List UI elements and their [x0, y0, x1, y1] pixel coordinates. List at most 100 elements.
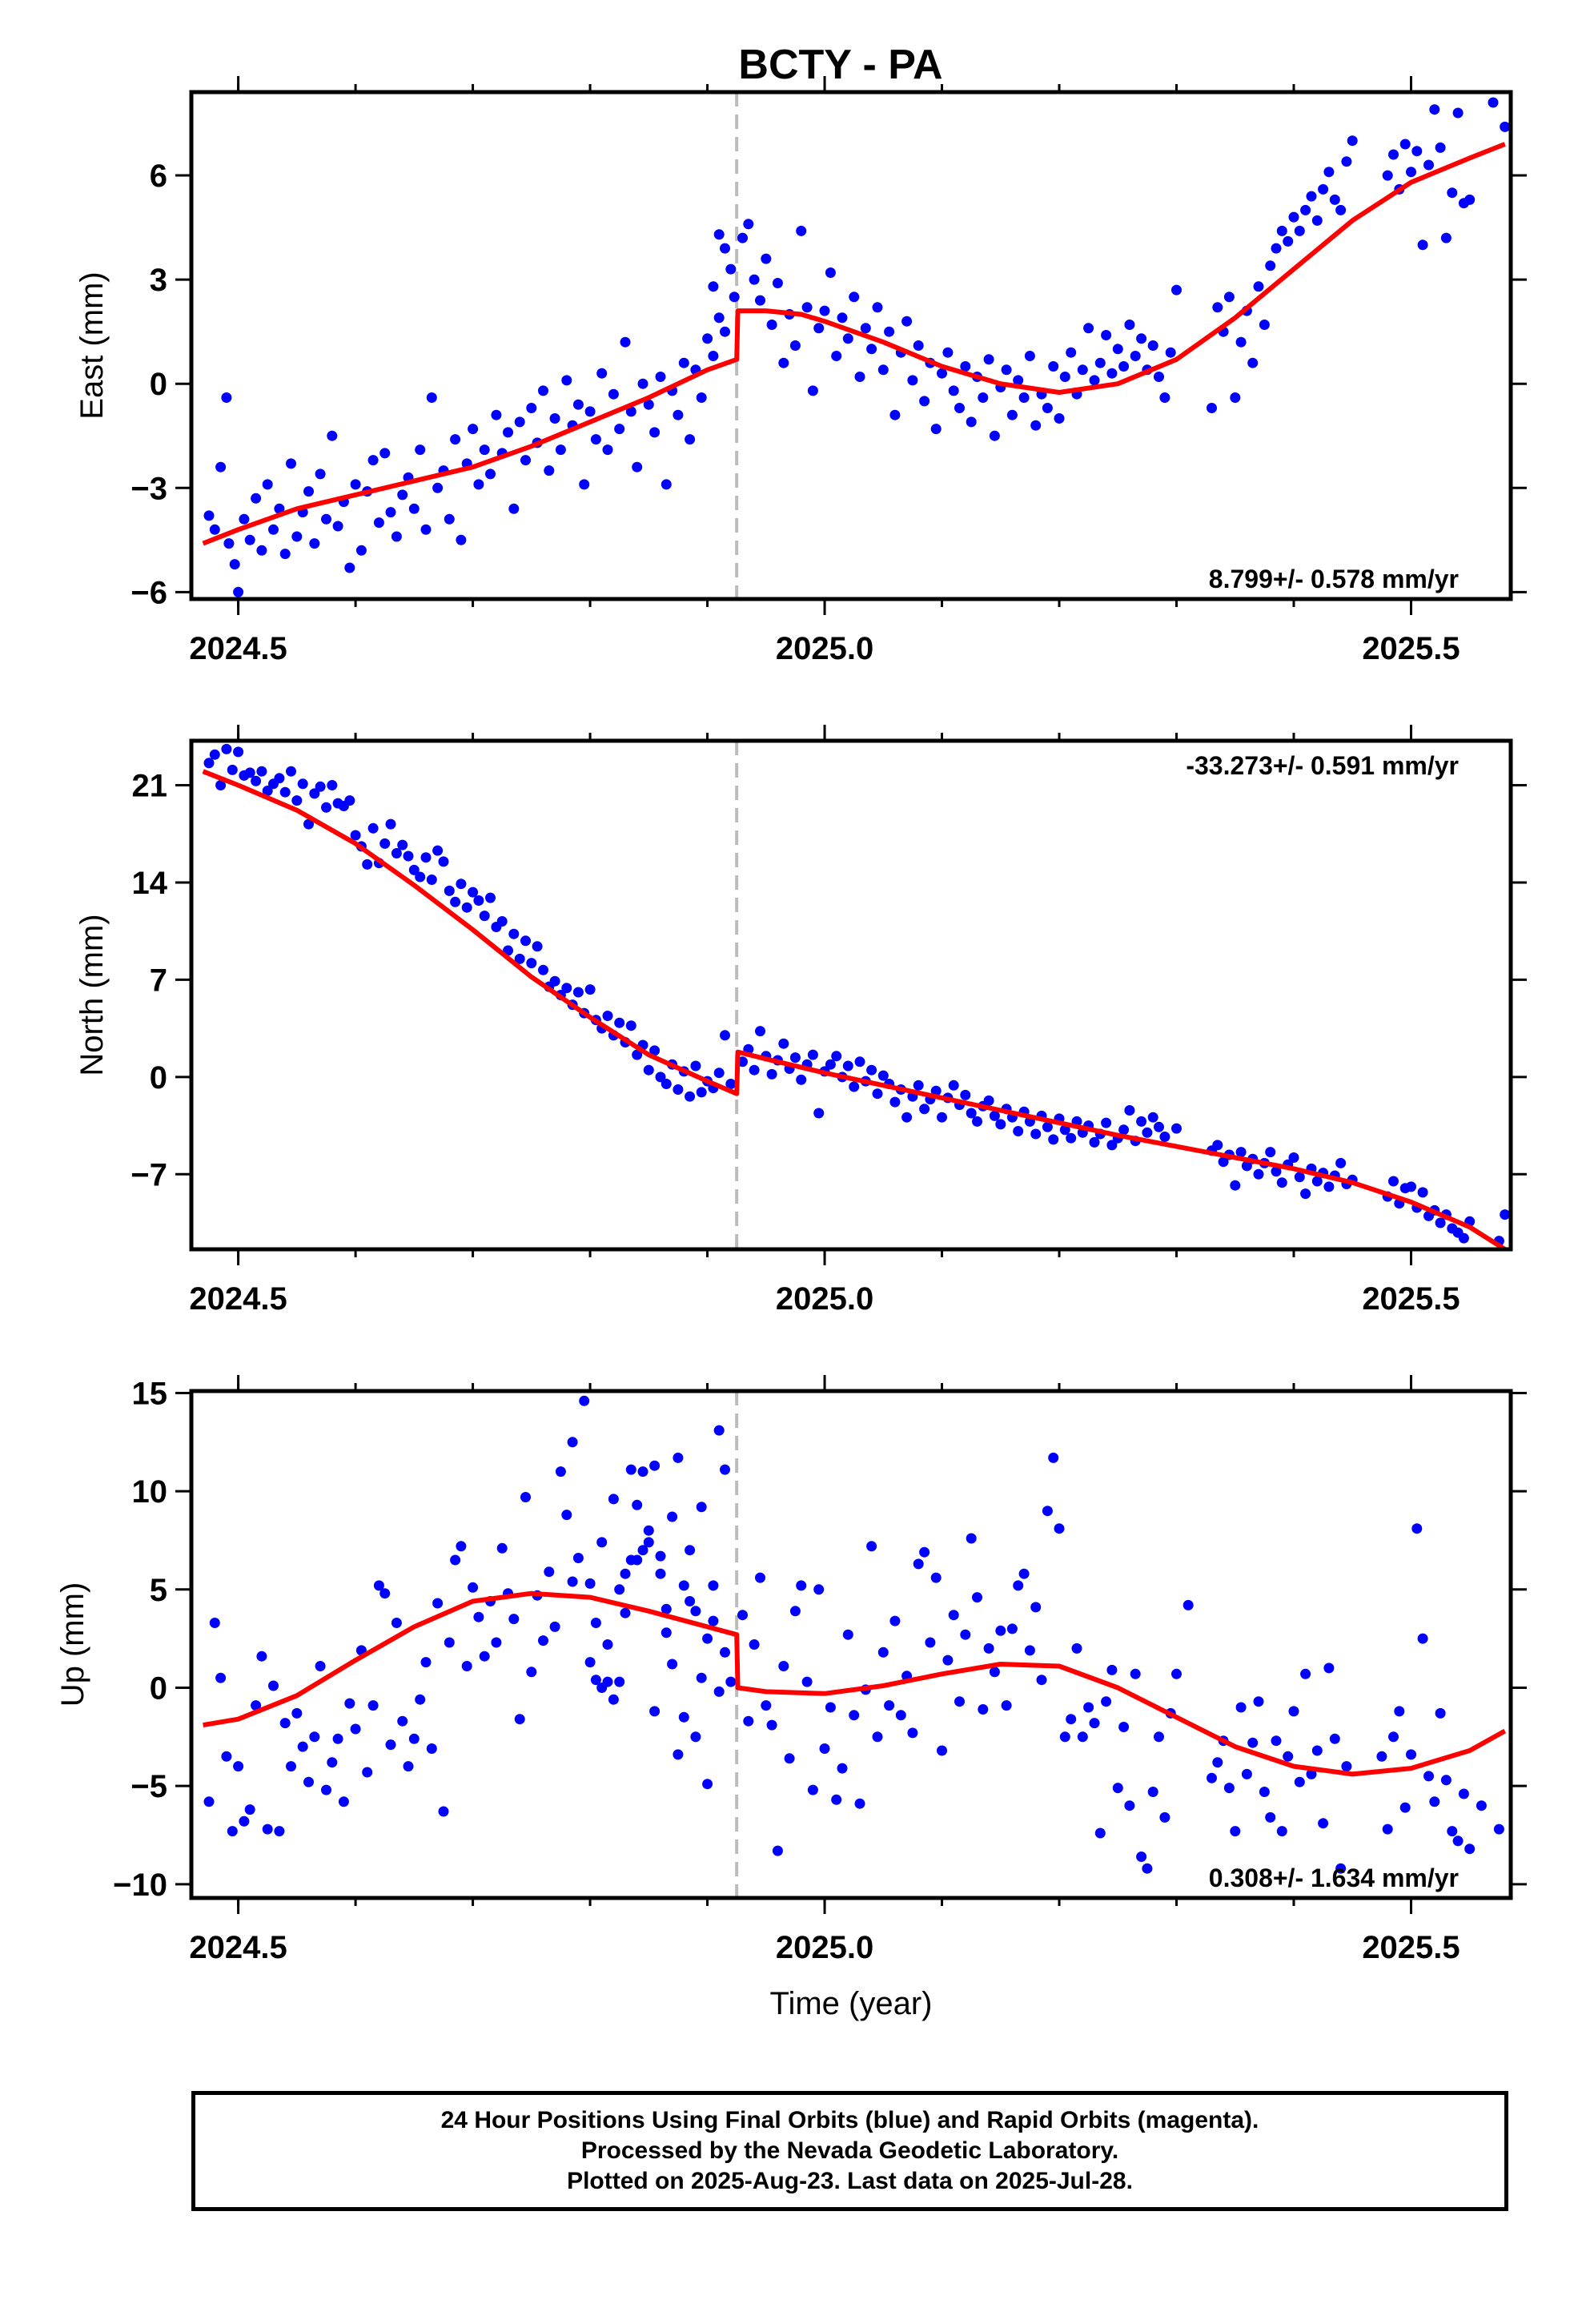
data-point-north-155 — [1118, 1124, 1130, 1136]
data-point-north-0 — [203, 758, 215, 769]
data-point-north-202 — [1458, 1232, 1469, 1244]
data-point-east-29 — [367, 455, 379, 466]
data-point-up-79 — [667, 1511, 678, 1522]
data-point-north-3 — [221, 743, 232, 754]
data-point-north-110 — [854, 1056, 865, 1068]
data-point-up-154 — [966, 1533, 977, 1544]
data-point-east-189 — [1318, 183, 1329, 195]
data-point-up-137 — [866, 1541, 877, 1552]
data-point-north-32 — [391, 848, 402, 858]
data-point-east-188 — [1311, 215, 1323, 226]
data-point-north-47 — [479, 911, 490, 922]
data-point-east-7 — [239, 513, 250, 525]
data-point-up-24 — [344, 1698, 355, 1709]
data-point-up-171 — [1066, 1714, 1077, 1725]
data-point-north-137 — [1013, 1126, 1024, 1136]
data-point-east-202 — [1423, 159, 1434, 171]
data-point-north-153 — [1106, 1140, 1118, 1151]
data-point-east-60 — [549, 413, 560, 424]
x-axis-label: Time (year) — [770, 1986, 933, 2021]
data-point-north-82 — [685, 1091, 696, 1102]
data-point-up-29 — [373, 1580, 384, 1591]
data-point-up-155 — [972, 1592, 982, 1603]
data-point-north-34 — [403, 850, 414, 862]
data-point-up-97 — [620, 1568, 631, 1579]
data-point-up-128 — [813, 1584, 825, 1595]
y-tick-label-up-5: 15 — [132, 1376, 168, 1411]
data-point-east-141 — [1006, 409, 1018, 420]
data-point-up-86 — [708, 1580, 719, 1591]
data-point-north-55 — [526, 958, 537, 969]
data-point-up-153 — [960, 1629, 971, 1640]
data-point-up-67 — [596, 1537, 608, 1548]
data-point-north-30 — [379, 838, 391, 849]
data-point-up-100 — [637, 1545, 648, 1556]
data-point-east-88 — [713, 312, 725, 324]
data-point-up-139 — [877, 1647, 889, 1658]
data-point-up-113 — [713, 1686, 725, 1697]
data-point-up-22 — [332, 1733, 343, 1744]
data-point-north-128 — [960, 1089, 971, 1100]
data-point-up-58 — [544, 1566, 555, 1578]
data-point-up-55 — [526, 1667, 537, 1678]
data-point-up-166 — [1036, 1675, 1047, 1686]
data-point-up-1 — [209, 1618, 220, 1628]
data-point-north-46 — [473, 895, 484, 906]
data-point-north-186 — [1335, 1157, 1347, 1168]
data-point-east-196 — [1388, 149, 1399, 160]
data-point-east-99 — [761, 253, 772, 264]
data-point-up-42 — [450, 1554, 461, 1566]
data-point-up-177 — [1101, 1696, 1112, 1707]
data-point-up-115 — [737, 1610, 748, 1621]
data-point-north-31 — [385, 818, 396, 830]
data-point-up-126 — [801, 1676, 813, 1687]
data-point-north-83 — [690, 1060, 701, 1072]
data-point-east-49 — [485, 468, 496, 480]
data-point-up-213 — [1335, 1863, 1347, 1874]
data-point-north-124 — [937, 1112, 947, 1123]
data-point-east-38 — [420, 524, 432, 535]
data-point-east-209 — [1464, 194, 1476, 205]
data-point-up-114 — [720, 1647, 730, 1658]
data-point-east-73 — [625, 406, 636, 417]
data-point-north-63 — [572, 987, 584, 998]
data-point-up-49 — [491, 1637, 502, 1648]
data-point-east-199 — [1406, 167, 1416, 178]
data-point-up-172 — [1071, 1642, 1082, 1654]
data-point-north-114 — [877, 1070, 889, 1081]
data-point-north-97 — [778, 1038, 789, 1049]
y-tick-label-east-3: 3 — [150, 263, 167, 298]
data-point-east-25 — [344, 562, 355, 573]
points-north — [203, 743, 1511, 1247]
data-point-up-70 — [614, 1584, 625, 1595]
data-point-up-169 — [1054, 1523, 1065, 1534]
data-point-up-30 — [379, 1588, 391, 1599]
data-point-up-199 — [1253, 1696, 1264, 1707]
data-point-up-82 — [685, 1545, 696, 1556]
data-point-up-74 — [637, 1466, 648, 1478]
data-point-north-103 — [813, 1108, 825, 1119]
data-point-up-215 — [1376, 1751, 1387, 1762]
data-point-east-2 — [215, 461, 227, 472]
data-point-east-105 — [796, 225, 807, 236]
data-point-north-18 — [309, 788, 320, 799]
data-point-north-33 — [397, 839, 408, 850]
data-point-up-50 — [496, 1542, 508, 1554]
data-point-up-120 — [766, 1719, 777, 1731]
data-point-east-95 — [737, 232, 748, 243]
data-point-north-43 — [456, 879, 467, 890]
data-point-east-154 — [1083, 323, 1094, 334]
data-point-up-221 — [1411, 1523, 1423, 1534]
data-point-up-216 — [1382, 1823, 1393, 1835]
x-tick-label-east-1: 2025.0 — [776, 631, 873, 666]
data-point-east-169 — [1171, 284, 1182, 296]
data-point-north-108 — [842, 1060, 853, 1072]
data-point-north-21 — [327, 780, 338, 790]
data-point-east-162 — [1130, 351, 1141, 361]
data-point-up-230 — [1464, 1844, 1476, 1855]
data-point-east-119 — [877, 364, 889, 376]
data-point-north-20 — [321, 802, 331, 813]
data-point-up-15 — [291, 1707, 303, 1719]
data-point-east-43 — [450, 434, 461, 445]
data-point-north-168 — [1230, 1180, 1241, 1191]
